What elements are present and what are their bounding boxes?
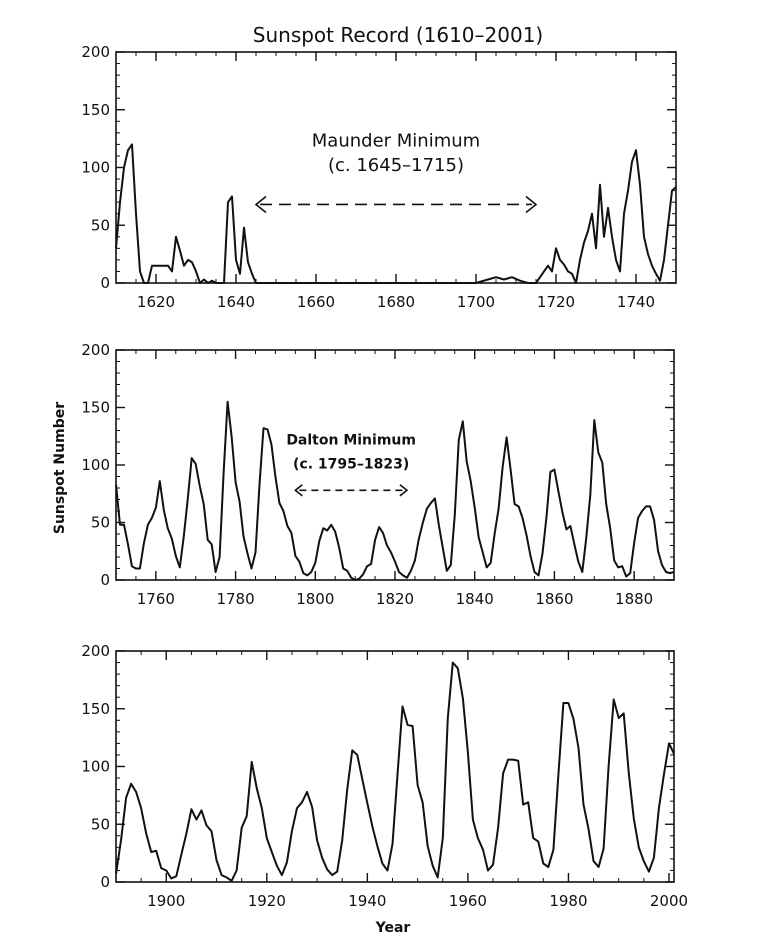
x-axis-label: Year [375, 920, 411, 936]
y-tick-label: 0 [100, 571, 110, 589]
annotation-range: (c. 1795–1823) [293, 456, 409, 472]
annotation-arrowhead-left [254, 195, 267, 214]
annotation-title: Dalton Minimum [286, 432, 416, 448]
sunspot-series-line [115, 400, 675, 581]
x-tick-label: 1960 [449, 892, 487, 910]
y-tick-label: 50 [91, 815, 110, 833]
y-tick-label: 100 [81, 159, 110, 177]
x-tick-label: 1760 [137, 590, 175, 608]
x-tick-label: 1920 [248, 892, 286, 910]
plot-frame [115, 650, 675, 883]
x-tick-label: 1640 [217, 293, 255, 311]
sunspot-series-line [115, 661, 675, 882]
x-tick-label: 2000 [650, 892, 688, 910]
annotation-arrowhead-right [399, 484, 409, 497]
x-tick-label: 1900 [147, 892, 185, 910]
x-tick-label: 1800 [296, 590, 334, 608]
x-tick-label: 1840 [456, 590, 494, 608]
panel-2: 0 50 100 150 200 1760 1780 1800 1820 1840 1860 1880… [81, 341, 675, 608]
y-tick-label: 100 [81, 758, 110, 776]
x-tick-label: 1820 [376, 590, 414, 608]
x-tick-label: 1700 [457, 293, 495, 311]
y-tick-label: 50 [91, 514, 110, 532]
y-tick-label: 100 [81, 456, 110, 474]
x-tick-label: 1720 [537, 293, 575, 311]
y-tick-label: 50 [91, 216, 110, 234]
y-axis-label: Sunspot Number [52, 402, 68, 534]
x-tick-label: 1940 [348, 892, 386, 910]
y-tick-label: 200 [81, 43, 110, 61]
figure-title: Sunspot Record (1610–2001) [253, 23, 543, 47]
y-tick-label: 200 [81, 642, 110, 660]
y-tick-label: 200 [81, 341, 110, 359]
x-tick-label: 1880 [615, 590, 653, 608]
x-tick-label: 1620 [137, 293, 175, 311]
annotation-arrowhead-right [525, 195, 538, 214]
panel-1: 0 50 100 150 200 1620 1640 1660 1680 1700 1720 1740… [81, 43, 677, 311]
y-tick-label: 150 [81, 399, 110, 417]
annotation-range: (c. 1645–1715) [328, 155, 464, 176]
x-tick-label: 1860 [535, 590, 573, 608]
sunspot-series-line [115, 143, 677, 284]
y-tick-label: 0 [100, 274, 110, 292]
x-tick-label: 1980 [549, 892, 587, 910]
x-tick-label: 1740 [617, 293, 655, 311]
y-tick-label: 150 [81, 101, 110, 119]
x-tick-label: 1680 [377, 293, 415, 311]
y-tick-label: 0 [100, 873, 110, 891]
y-tick-label: 150 [81, 700, 110, 718]
x-tick-label: 1660 [297, 293, 335, 311]
annotation-arrowhead-left [294, 484, 303, 497]
annotation-title: Maunder Minimum [312, 131, 480, 152]
panel-3: 0 50 100 150 200 1900 1920 1940 1960 1980 2000 [81, 642, 688, 910]
x-tick-label: 1780 [216, 590, 254, 608]
